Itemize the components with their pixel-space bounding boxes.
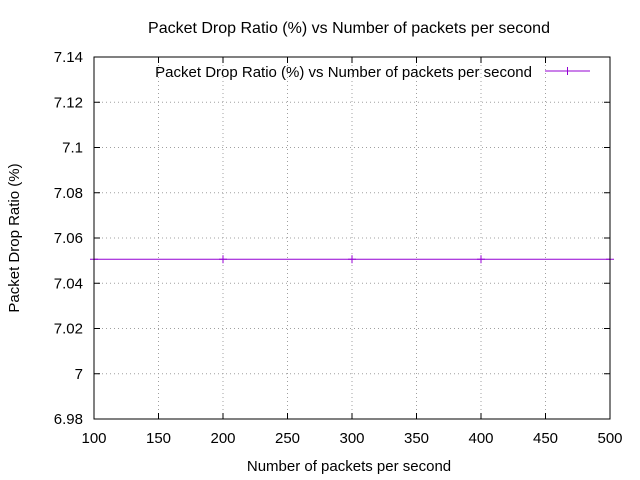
x-axis-label: Number of packets per second [247,458,451,475]
x-axis-ticks: 100 150 200 250 300 350 400 450 500 [81,57,623,447]
x-tick-label: 450 [533,430,558,447]
legend: Packet Drop Ratio (%) vs Number of packe… [155,64,590,81]
y-tick-label: 7.12 [54,94,83,111]
y-tick-label: 7.04 [54,275,83,292]
grid [94,57,610,419]
y-axis-ticks: 6.98 7 7.02 7.04 7.06 7.08 7.1 7.12 7.14 [54,49,610,428]
x-tick-label: 250 [275,430,300,447]
x-tick-label: 100 [81,430,106,447]
x-tick-label: 300 [339,430,364,447]
chart-title: Packet Drop Ratio (%) vs Number of packe… [148,20,550,37]
y-tick-label: 7.02 [54,321,83,338]
y-tick-label: 7.1 [62,140,83,157]
x-tick-label: 400 [468,430,493,447]
x-tick-label: 200 [210,430,235,447]
x-tick-label: 150 [146,430,171,447]
y-tick-label: 7.14 [54,49,83,66]
x-tick-label: 500 [597,430,622,447]
y-tick-label: 7 [75,366,83,383]
legend-label: Packet Drop Ratio (%) vs Number of packe… [155,64,532,81]
data-point [348,255,356,264]
y-tick-label: 7.06 [54,230,83,247]
plot-frame [93,56,611,420]
series-layer [90,255,614,264]
data-point [219,255,227,264]
y-tick-label: 7.08 [54,185,83,202]
y-axis-label: Packet Drop Ratio (%) [6,163,23,312]
x-tick-label: 350 [404,430,429,447]
y-tick-label: 6.98 [54,411,83,428]
data-point [477,255,485,264]
